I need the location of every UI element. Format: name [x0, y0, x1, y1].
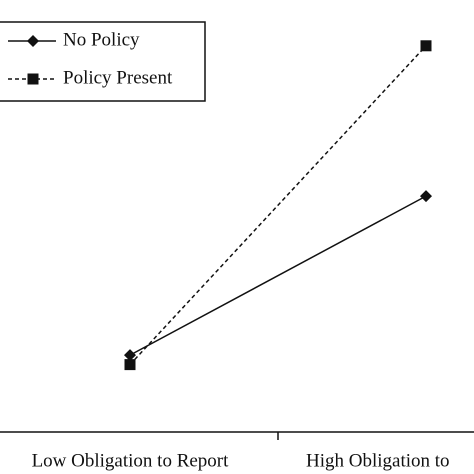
series-line [129, 45, 427, 366]
marker [27, 73, 39, 85]
x-tick-label: Low Obligation to Report [32, 450, 230, 471]
marker [420, 190, 432, 203]
legend-label: No Policy [63, 29, 140, 50]
marker [124, 349, 136, 362]
x-tick-label: High Obligation to [306, 450, 450, 471]
marker [124, 359, 136, 371]
legend-box [0, 21, 206, 102]
series-line [129, 195, 427, 356]
marker [27, 35, 39, 47]
marker [420, 40, 432, 52]
legend-label: Policy Present [63, 67, 173, 88]
